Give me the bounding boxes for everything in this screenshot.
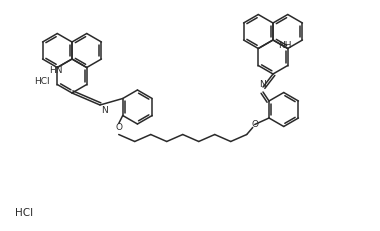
Text: O: O xyxy=(115,123,122,132)
Text: NH: NH xyxy=(278,41,291,50)
Text: O: O xyxy=(251,120,258,129)
Text: N: N xyxy=(260,80,266,89)
Text: N: N xyxy=(101,106,108,115)
Text: HCl: HCl xyxy=(34,77,50,86)
Text: HN: HN xyxy=(49,66,63,75)
Text: HCl: HCl xyxy=(15,208,33,218)
